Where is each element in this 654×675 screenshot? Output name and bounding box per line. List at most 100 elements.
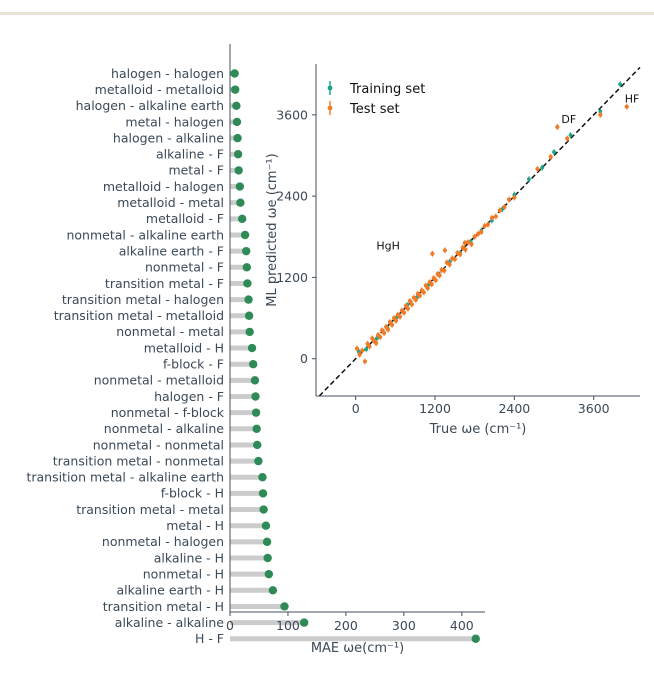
category-label: transition metal - nonmetal <box>53 453 224 468</box>
lollipop-dot <box>264 569 274 579</box>
test-point <box>385 326 391 333</box>
y-tick-label: 0 <box>300 351 308 366</box>
test-point <box>374 340 379 347</box>
scatter-y-axis-title: ML predicted ωe (cm⁻¹) <box>265 153 280 306</box>
lollipop-dot <box>231 85 240 94</box>
legend-test-label: Test set <box>349 102 400 117</box>
x-tick-label: 200 <box>334 618 358 633</box>
lollipop-dot <box>268 586 278 595</box>
test-point <box>497 207 502 214</box>
y-tick-label: 2400 <box>276 189 308 204</box>
lollipop-dot <box>242 246 251 256</box>
test-point <box>506 196 512 203</box>
x-tick-label: 0 <box>352 401 360 416</box>
category-label: halogen - alkaline <box>113 130 224 145</box>
lollipop-dot <box>250 376 260 385</box>
test-point <box>479 229 484 236</box>
category-label: metalloid - metal <box>117 195 224 210</box>
category-label: metalloid - metalloid <box>95 82 224 97</box>
lollipop-dot <box>235 182 245 191</box>
test-point <box>362 358 368 365</box>
training-point <box>540 164 545 171</box>
lollipop-dot <box>280 602 289 611</box>
test-point <box>475 231 481 238</box>
legend-training-marker <box>327 81 333 95</box>
lollipop-dot <box>254 456 263 466</box>
test-point <box>548 153 553 160</box>
parity-scatter-chart: 0 1200 2400 3600 0 1200 2400 3600 True ωe (cm⁻… <box>265 64 641 437</box>
category-label: transition metal - alkaline earth <box>26 470 224 485</box>
category-label: transition metal - H <box>103 599 224 614</box>
lollipop-dot <box>471 634 480 643</box>
lollipop-x-axis-title: MAE ωe(cm⁻¹) <box>311 641 404 656</box>
test-point <box>378 334 383 341</box>
lollipop-dot <box>259 505 268 514</box>
test-point <box>458 251 463 258</box>
category-label: H - F <box>195 631 224 646</box>
category-label: halogen - alkaline earth <box>76 98 224 113</box>
test-point <box>367 343 372 350</box>
lollipop-x-ticks: 0 100 200 300 400 <box>226 612 474 633</box>
category-label: nonmetal - alkaline earth <box>66 227 224 242</box>
category-label: transition metal - F <box>105 276 224 291</box>
scatter-x-ticks: 0 1200 2400 3600 <box>352 396 610 416</box>
legend-test-marker <box>327 101 333 115</box>
test-point <box>437 272 442 279</box>
x-tick-label: 100 <box>276 618 300 633</box>
category-label: alkaline earth - F <box>119 243 224 258</box>
annotation-hf: HF <box>625 93 640 106</box>
test-point <box>425 285 430 292</box>
lollipop-dot <box>248 360 258 369</box>
lollipop-dot <box>236 198 245 207</box>
test-point <box>535 166 540 173</box>
training-point <box>618 81 623 88</box>
lollipop-dot <box>252 424 261 433</box>
category-label: transition metal - metalloid <box>54 308 224 323</box>
scatter-plot-background <box>316 64 640 396</box>
test-point <box>472 233 477 240</box>
test-point <box>407 298 412 305</box>
test-point <box>469 241 474 248</box>
scatter-x-axis-title: True ωe (cm⁻¹) <box>429 422 527 437</box>
category-label: halogen - halogen <box>111 66 224 81</box>
lollipop-dot <box>245 327 254 337</box>
annotation-hgh: HgH <box>376 240 400 253</box>
test-set-points <box>354 103 629 365</box>
lollipop-dot <box>240 230 250 240</box>
test-point <box>354 345 360 352</box>
category-label: metal - H <box>166 518 224 533</box>
category-label: nonmetal - nonmetal <box>93 437 224 452</box>
lollipop-dot <box>233 150 243 159</box>
test-point <box>493 213 498 220</box>
test-point <box>465 239 471 246</box>
lollipop-dot <box>247 343 257 353</box>
test-point <box>485 221 491 228</box>
test-point <box>442 247 448 254</box>
category-label: metalloid - halogen <box>103 179 224 194</box>
lollipop-dot <box>232 101 241 111</box>
test-point <box>421 289 426 296</box>
test-point <box>502 203 507 210</box>
test-point <box>389 321 395 328</box>
category-label: f-block - F <box>163 357 224 372</box>
y-tick-label: 3600 <box>276 107 308 122</box>
lollipop-dot <box>237 214 247 224</box>
category-label: transition metal - metal <box>76 502 224 517</box>
lollipop-dot <box>258 473 267 482</box>
scatter-legend: Training set Test set <box>327 81 425 117</box>
test-point <box>397 313 403 320</box>
category-label: nonmetal - F <box>145 260 224 275</box>
lollipop-dot <box>230 69 239 78</box>
test-point <box>382 329 387 336</box>
test-point <box>452 256 457 263</box>
test-point <box>413 296 418 303</box>
category-label: metalloid - F <box>146 211 224 226</box>
lollipop-dot <box>258 489 268 498</box>
test-point <box>512 194 517 201</box>
test-point <box>624 103 629 110</box>
top-divider-bar <box>0 12 654 15</box>
category-label: nonmetal - metalloid <box>94 373 224 388</box>
category-label: metal - F <box>168 163 224 178</box>
